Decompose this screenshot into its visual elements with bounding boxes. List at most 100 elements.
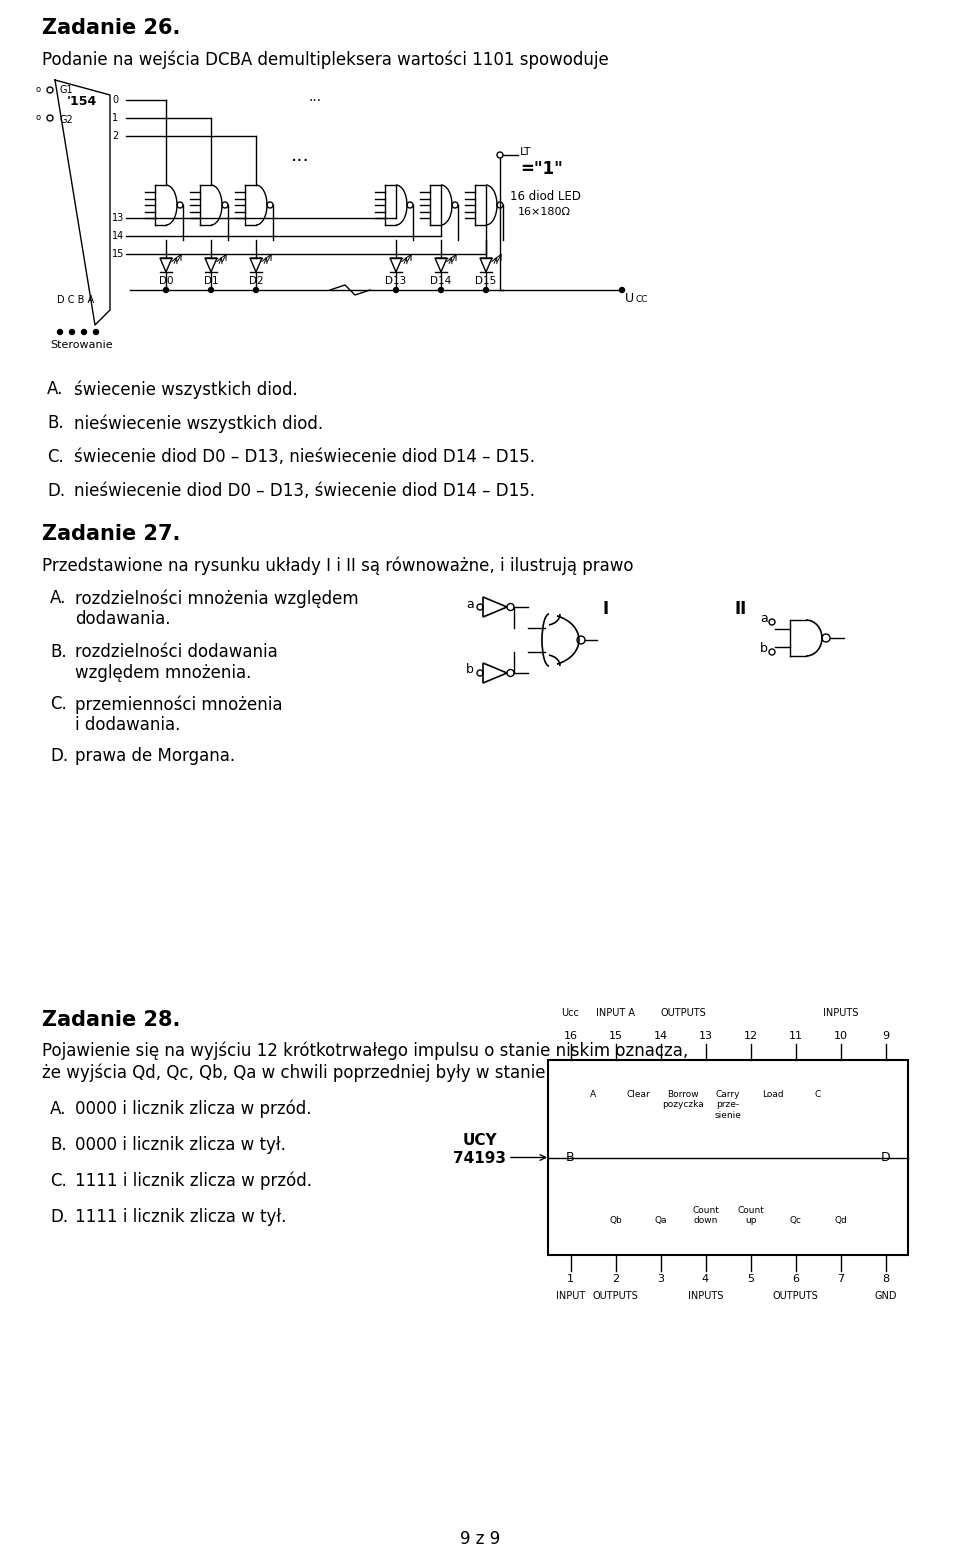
- Text: 1: 1: [567, 1273, 574, 1284]
- Text: C.: C.: [50, 1171, 67, 1190]
- Text: G2: G2: [60, 114, 74, 125]
- Text: INPUT A: INPUT A: [596, 1008, 635, 1018]
- Text: Uᴄᴄ: Uᴄᴄ: [562, 1008, 580, 1018]
- Text: 0000 i licznik zlicza w tył.: 0000 i licznik zlicza w tył.: [75, 1135, 286, 1154]
- Text: nieświecenie wszystkich diod.: nieświecenie wszystkich diod.: [74, 414, 324, 433]
- Text: D14: D14: [430, 276, 451, 285]
- Text: A.: A.: [47, 379, 63, 398]
- Text: A.: A.: [50, 1101, 66, 1118]
- Text: 16: 16: [564, 1032, 578, 1041]
- Text: 3: 3: [657, 1273, 664, 1284]
- Text: INPUTS: INPUTS: [823, 1008, 858, 1018]
- Text: B.: B.: [47, 414, 63, 433]
- Text: 1111 i licznik zlicza w tył.: 1111 i licznik zlicza w tył.: [75, 1207, 286, 1226]
- Text: D: D: [880, 1151, 890, 1163]
- Text: Podanie na wejścia DCBA demultipleksera wartości 1101 spowoduje: Podanie na wejścia DCBA demultipleksera …: [42, 50, 609, 69]
- Text: ...: ...: [291, 146, 309, 165]
- Text: świecenie wszystkich diod.: świecenie wszystkich diod.: [74, 379, 298, 398]
- Circle shape: [484, 287, 489, 293]
- Text: 15: 15: [112, 249, 125, 259]
- Text: nieświecenie diod D0 – D13, świecenie diod D14 – D15.: nieświecenie diod D0 – D13, świecenie di…: [74, 481, 535, 500]
- Circle shape: [82, 329, 86, 334]
- Text: Zadanie 28.: Zadanie 28.: [42, 1010, 180, 1030]
- Text: ...: ...: [308, 89, 322, 103]
- Text: B: B: [566, 1151, 575, 1163]
- Text: 15: 15: [609, 1032, 622, 1041]
- Text: D.: D.: [50, 746, 68, 765]
- Text: Count
down: Count down: [692, 1206, 719, 1225]
- Text: 14: 14: [654, 1032, 667, 1041]
- Text: D.: D.: [50, 1207, 68, 1226]
- Text: b: b: [466, 663, 474, 676]
- Text: D.: D.: [47, 481, 65, 500]
- Text: 2: 2: [612, 1273, 619, 1284]
- Text: 2: 2: [112, 132, 118, 141]
- Text: przemienności mnożenia
i dodawania.: przemienności mnożenia i dodawania.: [75, 695, 282, 734]
- Text: LT: LT: [520, 147, 532, 157]
- Text: 1: 1: [112, 113, 118, 122]
- Text: D C B A: D C B A: [57, 295, 94, 306]
- Text: D2: D2: [249, 276, 263, 285]
- Text: Sterowanie: Sterowanie: [50, 340, 112, 350]
- Text: o: o: [35, 85, 40, 94]
- Text: Pojawienie się na wyjściu 12 krótkotrwałego impulsu o stanie niskim oznacza,: Pojawienie się na wyjściu 12 krótkotrwał…: [42, 1043, 688, 1060]
- Circle shape: [163, 287, 169, 293]
- Text: Qb: Qb: [610, 1217, 622, 1225]
- Text: 11: 11: [788, 1032, 803, 1041]
- Text: B.: B.: [50, 643, 66, 662]
- Text: Carry
prze-
sienie: Carry prze- sienie: [714, 1090, 741, 1120]
- Text: a: a: [466, 597, 473, 612]
- Text: Qc: Qc: [789, 1217, 802, 1225]
- Text: C.: C.: [50, 695, 67, 713]
- Text: 14: 14: [112, 230, 124, 241]
- Text: b: b: [760, 641, 768, 655]
- Text: 10: 10: [833, 1032, 848, 1041]
- Text: A: A: [590, 1090, 596, 1099]
- Text: rozdzielności dodawania
względem mnożenia.: rozdzielności dodawania względem mnożeni…: [75, 643, 277, 682]
- Text: GND: GND: [875, 1290, 897, 1301]
- Circle shape: [93, 329, 99, 334]
- Text: prawa de Morgana.: prawa de Morgana.: [75, 746, 235, 765]
- Text: 9 z 9: 9 z 9: [460, 1530, 500, 1548]
- Text: 1111 i licznik zlicza w przód.: 1111 i licznik zlicza w przód.: [75, 1171, 312, 1190]
- Circle shape: [208, 287, 213, 293]
- Circle shape: [69, 329, 75, 334]
- Text: A.: A.: [50, 590, 66, 607]
- Text: 0000 i licznik zlicza w przód.: 0000 i licznik zlicza w przód.: [75, 1101, 311, 1118]
- Text: Przedstawione na rysunku układy I i II są równoważne, i ilustrują prawo: Przedstawione na rysunku układy I i II s…: [42, 557, 634, 574]
- Text: INPUT: INPUT: [556, 1290, 586, 1301]
- Text: D13: D13: [385, 276, 407, 285]
- Text: Borrow
pozyczka: Borrow pozyczka: [662, 1090, 704, 1110]
- Text: OUTPUTS: OUTPUTS: [773, 1290, 818, 1301]
- Text: D15: D15: [475, 276, 496, 285]
- Circle shape: [394, 287, 398, 293]
- Text: Count
up: Count up: [737, 1206, 764, 1225]
- Text: Qd: Qd: [834, 1217, 847, 1225]
- Text: Clear: Clear: [626, 1090, 650, 1099]
- Text: 12: 12: [743, 1032, 757, 1041]
- Text: I: I: [602, 601, 608, 618]
- Text: 7: 7: [837, 1273, 844, 1284]
- Text: UCY
74193: UCY 74193: [453, 1134, 507, 1165]
- Text: B.: B.: [50, 1135, 66, 1154]
- Text: '154: '154: [67, 96, 97, 108]
- Text: INPUTS: INPUTS: [687, 1290, 723, 1301]
- Text: 16 diod LED: 16 diod LED: [510, 190, 581, 202]
- Bar: [548, 1060, 908, 1254]
- Text: 16×180Ω: 16×180Ω: [518, 207, 571, 216]
- Text: ="1": ="1": [520, 160, 563, 179]
- Text: rozdzielności mnożenia względem
dodawania.: rozdzielności mnożenia względem dodawani…: [75, 590, 359, 629]
- Text: świecenie diod D0 – D13, nieświecenie diod D14 – D15.: świecenie diod D0 – D13, nieświecenie di…: [74, 448, 535, 466]
- Circle shape: [619, 287, 625, 293]
- Circle shape: [439, 287, 444, 293]
- Text: 13: 13: [112, 213, 124, 223]
- Text: C.: C.: [47, 448, 63, 466]
- Text: Qa: Qa: [655, 1217, 667, 1225]
- Text: że wyjścia Qd, Qc, Qb, Qa w chwili poprzedniej były w stanie: że wyjścia Qd, Qc, Qb, Qa w chwili poprz…: [42, 1065, 545, 1082]
- Text: Zadanie 27.: Zadanie 27.: [42, 524, 180, 544]
- Text: Zadanie 26.: Zadanie 26.: [42, 17, 180, 38]
- Text: D1: D1: [204, 276, 218, 285]
- Text: 8: 8: [882, 1273, 889, 1284]
- Text: a: a: [760, 612, 768, 626]
- Text: C: C: [815, 1090, 821, 1099]
